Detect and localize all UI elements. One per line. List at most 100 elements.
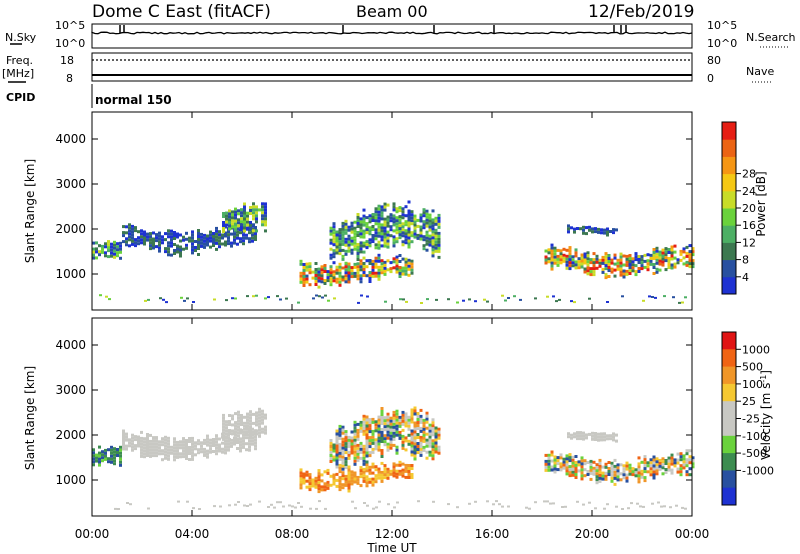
- colorbar-swatch: [722, 122, 736, 140]
- echo-cell: [92, 451, 95, 455]
- echo-cell: [362, 420, 366, 424]
- echo-cell: [341, 437, 345, 441]
- echo-cell: [233, 238, 236, 242]
- echo-cell: [362, 467, 366, 471]
- echo-cell: [622, 272, 626, 276]
- echo-cell: [335, 465, 339, 469]
- echo-cell: [395, 237, 399, 241]
- ground-scatter-cell: [561, 506, 564, 508]
- echo-cell: [676, 467, 680, 471]
- echo-cell: [335, 236, 339, 240]
- echo-cell: [682, 463, 686, 467]
- echo-cell: [224, 442, 227, 446]
- echo-cell: [320, 274, 324, 278]
- echo-cell: [314, 485, 318, 489]
- echo-cell: [128, 441, 131, 445]
- echo-cell: [398, 415, 402, 419]
- echo-cell: [637, 258, 641, 261]
- echo-cell: [565, 257, 569, 261]
- echo-cell: [407, 467, 411, 470]
- echo-cell: [359, 226, 363, 230]
- echo-cell: [335, 459, 339, 463]
- echo-cell: [386, 242, 390, 246]
- ground-scatter-cell: [246, 295, 249, 298]
- echo-cell: [386, 427, 390, 431]
- echo-cell: [317, 469, 321, 473]
- ground-scatter-cell: [558, 298, 561, 301]
- echo-cell: [682, 247, 686, 251]
- echo-cell: [612, 231, 615, 235]
- echo-cell: [329, 483, 333, 487]
- echo-cell: [329, 454, 333, 457]
- echo-cell: [592, 258, 596, 262]
- echo-cell: [222, 419, 225, 423]
- echo-cell: [389, 446, 393, 450]
- echo-cell: [380, 268, 384, 272]
- echo-cell: [553, 464, 557, 468]
- echo-cell: [362, 229, 366, 233]
- echo-cell: [239, 431, 242, 435]
- echo-cell: [582, 437, 585, 441]
- echo-cell: [568, 255, 572, 259]
- echo-cell: [140, 238, 143, 242]
- echo-cell: [182, 455, 185, 459]
- echo-cell: [185, 439, 188, 442]
- echo-cell: [571, 461, 575, 465]
- echo-cell: [353, 477, 357, 481]
- echo-cell: [383, 440, 387, 444]
- echo-cell: [252, 205, 255, 209]
- colorbar-tick-label: -500: [742, 447, 767, 460]
- echo-cell: [209, 236, 212, 240]
- ground-scatter-cell: [627, 507, 630, 510]
- echo-cell: [574, 248, 578, 252]
- echo-cell: [637, 477, 641, 481]
- echo-cell: [359, 229, 363, 233]
- echo-cell: [299, 480, 303, 484]
- echo-cell: [374, 216, 378, 220]
- echo-cell: [580, 465, 584, 469]
- echo-cell: [347, 444, 351, 448]
- echo-cell: [92, 256, 95, 260]
- echo-cell: [228, 221, 231, 225]
- echo-cell: [371, 465, 375, 469]
- echo-cell: [591, 437, 594, 441]
- echo-cell: [341, 477, 345, 481]
- echo-cell: [634, 468, 638, 472]
- echo-cell: [556, 260, 560, 264]
- echo-cell: [431, 427, 435, 431]
- echo-cell: [248, 445, 251, 449]
- ground-scatter-cell: [636, 502, 639, 505]
- echo-cell: [407, 442, 411, 446]
- echo-cell: [586, 260, 590, 264]
- echo-cell: [248, 436, 251, 440]
- echo-cell: [362, 262, 366, 265]
- ground-scatter-cell: [507, 297, 510, 299]
- ground-scatter-cell: [192, 301, 195, 303]
- echo-cell: [398, 218, 402, 222]
- echo-cell: [206, 455, 209, 459]
- echo-cell: [425, 426, 429, 430]
- ground-scatter-cell: [492, 503, 495, 506]
- echo-cell: [332, 270, 336, 274]
- echo-cell: [386, 268, 390, 272]
- echo-cell: [606, 230, 609, 234]
- echo-cell: [194, 444, 197, 448]
- echo-cell: [607, 263, 611, 266]
- echo-cell: [173, 437, 176, 441]
- echo-cell: [314, 262, 318, 265]
- echo-cell: [585, 232, 588, 236]
- echo-cell: [359, 484, 363, 488]
- echo-cell: [249, 227, 252, 230]
- ground-scatter-cell: [147, 507, 150, 510]
- echo-cell: [329, 442, 333, 445]
- echo-cell: [547, 248, 551, 252]
- echo-cell: [188, 446, 191, 449]
- echo-cell: [317, 478, 321, 482]
- ground-scatter-cell: [276, 295, 279, 298]
- echo-cell: [218, 242, 221, 246]
- echo-cell: [197, 442, 200, 446]
- echo-cell: [640, 472, 644, 476]
- echo-cell: [255, 217, 258, 221]
- ground-scatter-cell: [468, 298, 471, 301]
- echo-cell: [338, 231, 342, 235]
